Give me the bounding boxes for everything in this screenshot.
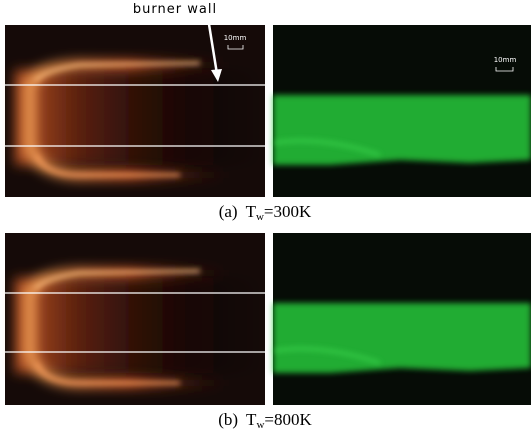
caption-symbol: T — [246, 410, 257, 429]
caption-tag: (b) — [218, 410, 238, 429]
caption: (b) Tw=800K — [218, 410, 312, 431]
caption-value: =800K — [264, 410, 312, 429]
scale-label: 10mm — [224, 34, 247, 42]
caption: (a) Tw=300K — [219, 202, 312, 223]
image-row-b — [5, 233, 531, 405]
annotation-label: burner wall — [133, 2, 217, 17]
caption-value: =300K — [264, 202, 312, 221]
figure: 10mm 10mm burner wall (a)Tw=300K (b)Tw=8… — [0, 0, 531, 434]
scale-label: 10mm — [494, 56, 517, 64]
caption-symbol: T — [246, 202, 257, 221]
caption-tag: (a) — [219, 202, 238, 221]
caption-subscript: w — [256, 211, 264, 223]
caption-subscript: w — [256, 419, 264, 431]
image-row-a: 10mm 10mm — [5, 25, 531, 197]
